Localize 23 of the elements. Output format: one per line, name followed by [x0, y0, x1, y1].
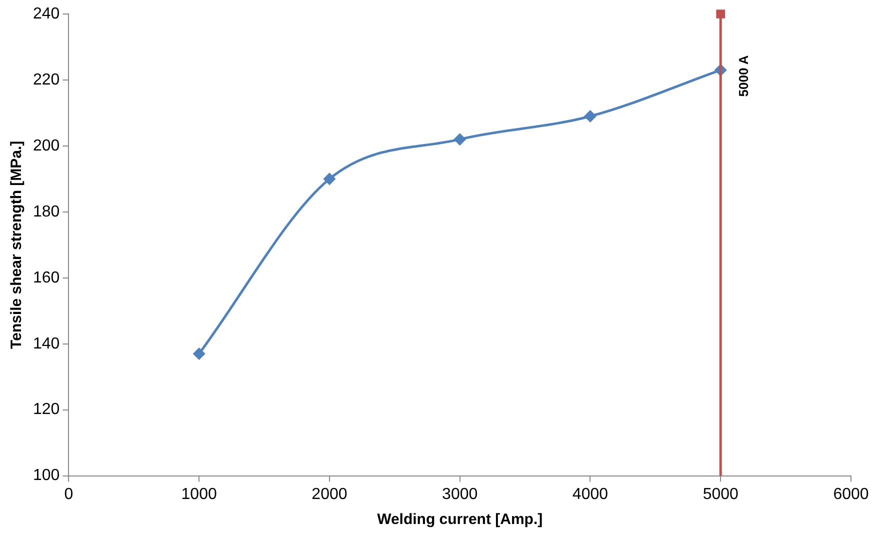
y-tick-label: 180	[32, 203, 60, 220]
x-tick-label: 5000	[702, 486, 739, 503]
x-axis-title: Welding current [Amp.]	[377, 511, 543, 528]
x-tick-label: 6000	[833, 486, 869, 503]
y-axis-title: Tensile shear strength [MPa.]	[8, 140, 26, 349]
point	[324, 173, 336, 185]
ref-line-label: 5000 A	[736, 54, 752, 97]
y-tick-label: 100	[32, 467, 60, 484]
x-tick-label: 2000	[312, 486, 348, 503]
y-tick-label: 220	[32, 71, 60, 88]
x-tick-label: 0	[64, 486, 74, 503]
point	[454, 134, 466, 146]
point	[584, 110, 596, 122]
point	[716, 10, 726, 18]
y-tick-label: 240	[32, 5, 60, 22]
x-tick-label: 3000	[442, 486, 478, 503]
x-tick-label: 1000	[181, 486, 217, 503]
y-tick-label: 120	[32, 401, 60, 418]
y-tick-label: 200	[32, 137, 60, 154]
x-tick-label: 4000	[572, 486, 608, 503]
y-tick-label: 140	[32, 335, 60, 352]
y-tick-label: 160	[32, 269, 60, 286]
point	[193, 348, 205, 360]
